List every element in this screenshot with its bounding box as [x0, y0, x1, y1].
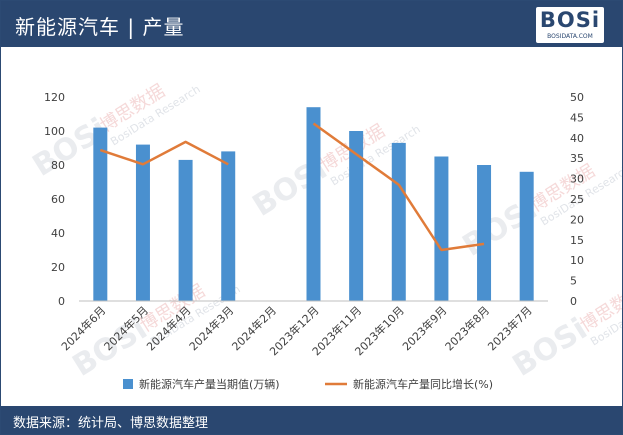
y-left-tick-label: 60 — [51, 193, 65, 206]
bar — [391, 142, 406, 301]
legend-bar-swatch — [123, 379, 133, 389]
bar — [306, 107, 321, 301]
logo-text: BOSi — [539, 8, 601, 32]
brand-logo: BOSi BOSIDATA.COM — [536, 7, 604, 43]
bar — [221, 151, 236, 301]
growth-line — [99, 140, 229, 166]
y-right-tick-label: 30 — [570, 173, 584, 186]
y-left-tick-label: 40 — [51, 227, 65, 240]
bar — [93, 127, 108, 301]
y-right-tick-label: 10 — [570, 254, 584, 267]
bar — [135, 144, 150, 301]
page-title: 新能源汽车 | 产量 — [15, 15, 185, 39]
x-tick-label: 2023年9月 — [399, 303, 449, 353]
y-left-tick-label: 80 — [51, 159, 65, 172]
y-right-tick-label: 15 — [570, 234, 584, 247]
legend-bar-label: 新能源汽车产量当期值(万辆) — [139, 377, 280, 391]
y-right-tick-label: 45 — [570, 111, 584, 124]
y-left-tick-label: 100 — [44, 125, 65, 138]
y-right-tick-label: 25 — [570, 193, 584, 206]
bar — [434, 156, 449, 301]
growth-line — [312, 122, 485, 252]
legend-line-label: 新能源汽车产量同比增长(%) — [353, 377, 493, 391]
logo-subtext: BOSIDATA.COM — [547, 33, 593, 40]
y-right-tick-label: 20 — [570, 213, 584, 226]
bar — [349, 131, 364, 301]
y-left-tick-label: 120 — [44, 91, 65, 104]
y-left-tick-label: 20 — [51, 261, 65, 274]
y-left-tick-label: 0 — [58, 295, 65, 308]
bar — [178, 159, 193, 301]
line-series — [99, 122, 485, 252]
y-right-tick-label: 5 — [570, 275, 577, 288]
y-right-tick-label: 0 — [570, 295, 577, 308]
y-right-tick-label: 35 — [570, 152, 584, 165]
footer-bar: 数据来源：统计局、博思数据整理 — [1, 406, 622, 434]
legend: 新能源汽车产量当期值(万辆) 新能源汽车产量同比增长(%) — [123, 377, 493, 391]
y-right-tick-label: 50 — [570, 91, 584, 104]
data-source: 数据来源：统计局、博思数据整理 — [13, 416, 209, 431]
header-bar: 新能源汽车 | 产量 BOSi BOSIDATA.COM — [1, 1, 622, 47]
bar — [519, 171, 534, 301]
bar-series — [93, 107, 534, 301]
y-right-tick-label: 40 — [570, 132, 584, 145]
bar — [477, 165, 492, 301]
x-tick-label: 2023年8月 — [442, 303, 492, 353]
